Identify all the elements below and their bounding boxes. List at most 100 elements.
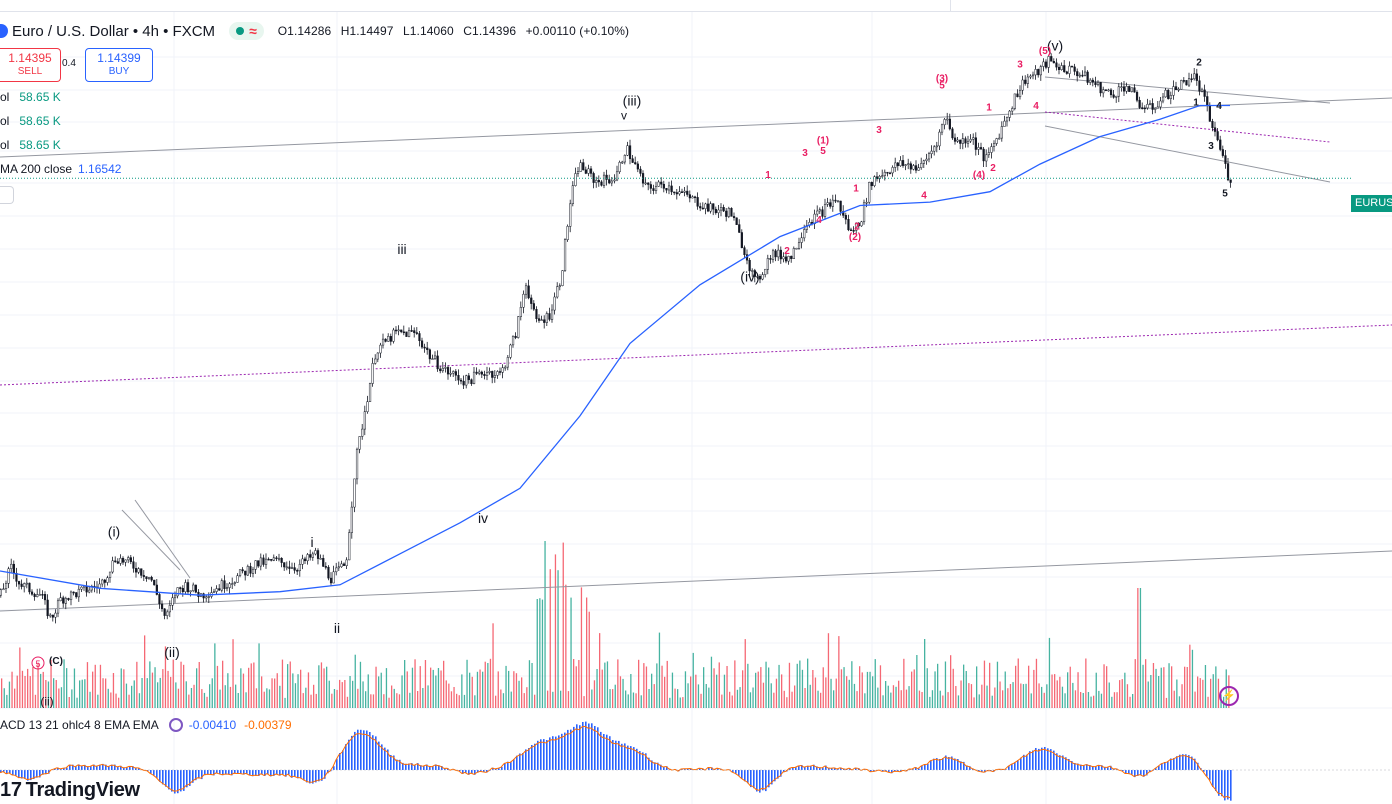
volume-bar [1150, 675, 1152, 708]
wave-label: 4 [1033, 101, 1039, 112]
candle-body [790, 255, 793, 259]
candle-body [218, 588, 221, 591]
macd-bar [309, 770, 311, 784]
candle-body [116, 561, 119, 564]
volume-legend-3[interactable]: ol 58.65 K [0, 138, 61, 152]
macd-bar [1209, 770, 1211, 781]
volume-bar [830, 678, 832, 708]
macd-bar [747, 770, 749, 784]
macd-bar [315, 770, 317, 783]
macd-settings-icon[interactable] [168, 718, 183, 732]
volume-bar [198, 662, 200, 708]
macd-bar [336, 758, 338, 770]
candle-body [1107, 89, 1110, 92]
candle-body [246, 566, 249, 576]
macd-bar [603, 734, 605, 770]
collapse-legend-button[interactable] [0, 186, 14, 204]
candle-body [696, 197, 699, 207]
macd-bar [636, 748, 638, 770]
macd-bar [135, 767, 137, 770]
macd-bar [1029, 751, 1031, 770]
macd-bar [372, 735, 374, 770]
buy-button[interactable]: 1.14399 BUY [85, 48, 153, 82]
volume-bar [396, 693, 398, 708]
volume-bar [848, 679, 850, 708]
volume-bar [8, 681, 11, 708]
macd-bar [651, 760, 653, 770]
macd-bar [171, 770, 173, 792]
macd-legend[interactable]: ACD 13 21 ohlc4 8 EMA EMA -0.00410 -0.00… [0, 718, 292, 732]
candle-body [267, 558, 270, 561]
candle-body [480, 371, 483, 375]
candle-body [587, 168, 590, 174]
ema-legend[interactable]: MA 200 close 1.16542 [0, 162, 122, 176]
volume-bar [37, 662, 39, 708]
candle-body [1120, 86, 1123, 88]
candle-body [41, 594, 44, 596]
tradingview-logo[interactable]: 17 TradingView [0, 777, 140, 803]
candle-body [1021, 79, 1024, 91]
macd-bar [54, 768, 56, 770]
candle-body [46, 599, 49, 617]
volume-bar [497, 671, 499, 708]
macd-bar [18, 770, 20, 779]
volume-bar [232, 639, 234, 708]
macd-bar [264, 770, 266, 776]
volume-legend-2[interactable]: ol 58.65 K [0, 114, 61, 128]
volume-bar [185, 681, 187, 708]
candle-body [1133, 87, 1136, 93]
volume-bar [445, 680, 447, 708]
candle-body [103, 579, 106, 583]
candle-body [511, 335, 515, 346]
macd-bar [27, 770, 29, 781]
macd-signal-line [0, 725, 1231, 799]
volume-legend-1[interactable]: ol 58.65 K [0, 90, 61, 104]
candle-body [311, 553, 314, 558]
candle-body [556, 286, 559, 298]
volume-bar [645, 666, 648, 708]
macd-bar [357, 729, 359, 770]
volume-bar [812, 670, 814, 708]
candle-body [550, 309, 554, 320]
lightning-icon[interactable]: ⚡ [1219, 686, 1239, 706]
candle-body [1039, 66, 1042, 76]
macd-bar [438, 765, 440, 770]
candle-body [717, 209, 720, 214]
candle-body [1037, 69, 1040, 76]
volume-bar [1147, 681, 1149, 708]
macd-bar [312, 770, 314, 784]
candle-body [506, 357, 509, 368]
volume-bar [268, 689, 271, 708]
sell-button[interactable]: 1.14395 SELL [0, 48, 61, 82]
volume-bar [14, 688, 16, 708]
drawing-toolbar[interactable] [950, 0, 1392, 12]
volume-bar [1108, 682, 1110, 708]
volume-bar [898, 680, 900, 708]
candle-body [504, 366, 507, 369]
volume-bar [323, 668, 325, 708]
volume-bar [1199, 678, 1201, 708]
macd-bar [0, 770, 2, 773]
candle-body [826, 202, 829, 205]
macd-bar [831, 768, 833, 770]
macd-bar [75, 766, 77, 770]
volume-bar [671, 672, 674, 708]
market-status-pill[interactable]: ≈ [229, 22, 264, 40]
volume-bar [29, 676, 31, 708]
volume-bar [1093, 695, 1095, 708]
symbol-title[interactable]: Euro / U.S. Dollar • 4h • FXCM [12, 22, 216, 40]
candle-body [272, 557, 275, 561]
volume-bar [1085, 658, 1087, 708]
volume-bar [700, 693, 702, 708]
macd-bar [123, 767, 125, 770]
volume-bar [955, 686, 957, 708]
candle-body [1011, 108, 1014, 112]
macd-bar [1005, 769, 1007, 770]
volume-bar [138, 693, 141, 708]
macd-bar [366, 730, 368, 770]
volume-bar [510, 691, 512, 708]
wave-label: 2 [990, 163, 996, 174]
macd-bar [945, 755, 947, 770]
macd-bar [384, 747, 386, 770]
